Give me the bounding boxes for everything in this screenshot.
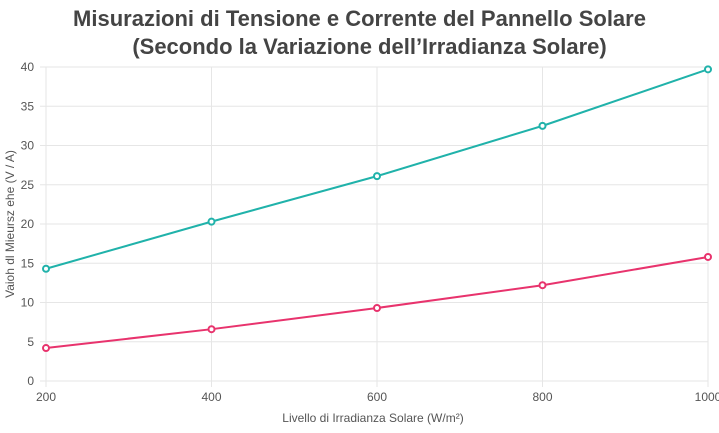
x-tick-label: 800 bbox=[532, 390, 552, 404]
chart-title-line1: Misurazioni di Tensione e Corrente del P… bbox=[73, 6, 646, 31]
x-tick-label: 200 bbox=[36, 390, 56, 404]
data-point bbox=[538, 281, 547, 290]
y-tick-label: 10 bbox=[21, 296, 35, 310]
y-tick-label: 40 bbox=[21, 60, 35, 74]
y-tick-label: 20 bbox=[21, 217, 35, 231]
y-axis-label: Vaioh dl Mieursz ehe (V / A) bbox=[3, 150, 17, 298]
x-tick-label: 1000 bbox=[695, 390, 719, 404]
data-point bbox=[373, 303, 381, 312]
y-tick-label: 5 bbox=[27, 335, 34, 349]
y-tick-label: 35 bbox=[21, 99, 35, 113]
data-point bbox=[373, 172, 381, 181]
data-point bbox=[42, 344, 50, 353]
data-point bbox=[207, 325, 216, 334]
y-tick-label: 0 bbox=[27, 374, 34, 388]
y-tick-label: 15 bbox=[21, 256, 35, 270]
x-tick-label: 400 bbox=[201, 390, 221, 404]
chart-title-line2: (Secondo la Variazione dell’Irradianza S… bbox=[132, 34, 607, 59]
y-tick-label: 25 bbox=[21, 178, 35, 192]
data-point bbox=[42, 264, 50, 273]
data-point bbox=[538, 121, 547, 130]
x-axis-label: Livello di Irradianza Solare (W/m²) bbox=[282, 411, 463, 425]
x-tick-label: 600 bbox=[367, 390, 387, 404]
data-point bbox=[207, 217, 216, 226]
data-point bbox=[704, 252, 712, 261]
data-point bbox=[704, 65, 712, 74]
y-tick-label: 30 bbox=[21, 139, 35, 153]
